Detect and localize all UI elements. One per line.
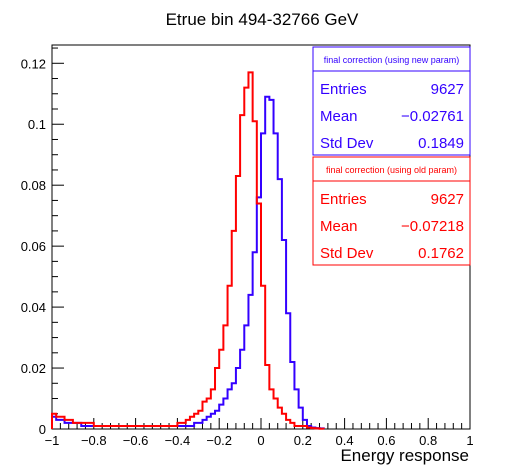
stats-label: Entries: [320, 81, 367, 98]
stats-value: 0.1849: [418, 135, 464, 152]
stats-box: [312, 46, 471, 156]
x-tick-label: 0.6: [377, 433, 395, 448]
stats-label: Mean: [320, 108, 358, 125]
y-tick-label: 0.08: [21, 178, 46, 193]
stats-value: 9627: [431, 191, 464, 208]
y-axis: 0 0.02 0.04 0.06 0.08 0.1 0.12: [21, 47, 64, 437]
y-tick-label: 0: [39, 422, 46, 437]
stats-box-title: final correction (using old param): [326, 165, 457, 175]
chart-title: Etrue bin 494-32766 GeV: [166, 10, 359, 29]
x-tick-label: 1: [466, 433, 473, 448]
x-tick-label: 0: [257, 433, 264, 448]
stats-value: 9627: [431, 81, 464, 98]
y-tick-label: 0.04: [21, 300, 46, 315]
stats-value: −0.07218: [401, 218, 464, 235]
x-tick-label: −0.4: [165, 433, 191, 448]
stats-box: [312, 156, 471, 266]
y-tick-label: 0.12: [21, 56, 46, 71]
x-tick-label: −1: [45, 433, 60, 448]
stats-value: −0.02761: [401, 108, 464, 125]
y-tick-label: 0.06: [21, 239, 46, 254]
x-tick-label: 0.2: [294, 433, 312, 448]
stats-label: Mean: [320, 218, 358, 235]
x-tick-label: −0.6: [123, 433, 149, 448]
series-line-new-param: [51, 95, 325, 430]
series-line-old-param: [51, 71, 325, 430]
stats-box-title: final correction (using new param): [324, 55, 460, 65]
stats-label: Std Dev: [320, 245, 374, 262]
y-tick-label: 0.02: [21, 361, 46, 376]
x-axis-label: Energy response: [340, 446, 469, 465]
x-tick-label: −0.2: [206, 433, 232, 448]
stats-label: Entries: [320, 191, 367, 208]
stats-label: Std Dev: [320, 135, 374, 152]
x-tick-label: 0.8: [419, 433, 437, 448]
stats-value: 0.1762: [418, 245, 464, 262]
x-tick-label: 0.4: [336, 433, 354, 448]
y-tick-label: 0.1: [28, 117, 46, 132]
stats-layer: final correction (using new param) Entrie…: [312, 46, 471, 266]
series-layer: [51, 71, 325, 430]
x-axis: −1 −0.8 −0.6 −0.4 −0.2 0 0.2 0.4 0.6 0.8 1: [45, 418, 474, 448]
x-tick-label: −0.8: [81, 433, 107, 448]
